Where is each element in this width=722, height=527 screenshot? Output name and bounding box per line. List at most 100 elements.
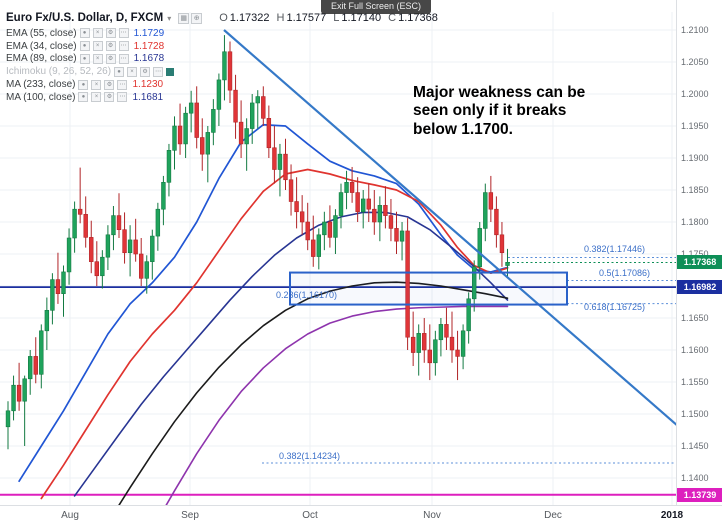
price-tick-label: 1.1850 <box>681 185 709 195</box>
downtrend-line[interactable] <box>223 29 693 440</box>
visibility-icon[interactable]: ● <box>114 66 125 77</box>
indicator-row[interactable]: EMA (34, close) ● × ⚙ ⋯ 1.1728 <box>6 40 174 53</box>
color-swatch <box>166 67 175 76</box>
settings-icon[interactable]: ⚙ <box>104 92 115 103</box>
visibility-icon[interactable]: ● <box>78 79 89 90</box>
close-icon[interactable]: × <box>92 53 103 64</box>
price-tick-label: 1.2100 <box>681 25 709 35</box>
price-tick-label: 1.1950 <box>681 121 709 131</box>
fib-level-label[interactable]: 0.382(1.14234) <box>279 451 341 461</box>
visibility-icon[interactable]: ● <box>79 28 90 39</box>
indicator-row[interactable]: Ichimoku (9, 26, 52, 26) ● × ⚙ ⋯ <box>6 65 175 78</box>
fib-level-label[interactable]: 0.5(1.17086) <box>599 268 651 278</box>
indicator-label: Ichimoku (9, 26, 52, 26) <box>6 66 112 78</box>
price-tick-label: 1.1500 <box>681 409 709 419</box>
drawings-layer[interactable] <box>223 29 693 440</box>
indicator-label: EMA (89, close) <box>6 53 77 65</box>
indicator-value: 1.1678 <box>133 53 165 65</box>
more-icon[interactable]: ⋯ <box>153 66 164 77</box>
symbol-title[interactable]: Euro Fx/U.S. Dollar, D, FXCM <box>6 12 164 24</box>
close-icon[interactable]: × <box>92 41 103 52</box>
ohlc-value: 1.17577 <box>286 12 327 24</box>
ohlc-label: H <box>276 12 285 24</box>
ma-line-ma233-purple <box>152 305 509 527</box>
time-axis[interactable]: Aug Sep Oct Nov Dec 2018 <box>0 505 722 527</box>
indicator-row[interactable]: MA (233, close) ● × ⚙ ⋯ 1.1230 <box>6 78 174 91</box>
indicator-row[interactable]: EMA (89, close) ● × ⚙ ⋯ 1.1678 <box>6 53 174 66</box>
grid-layer <box>0 12 676 505</box>
close-icon[interactable]: × <box>92 28 103 39</box>
ohlc-label: C <box>388 12 397 24</box>
price-tick-label: 1.1800 <box>681 217 709 227</box>
fib-level-label[interactable]: 0.236(1.16170) <box>276 290 338 300</box>
settings-icon[interactable]: ⚙ <box>105 28 116 39</box>
lines-layer <box>0 256 676 496</box>
close-icon[interactable]: × <box>91 92 102 103</box>
ohlc-value: 1.17140 <box>341 12 382 24</box>
ohlc-label: L <box>333 12 340 24</box>
indicator-legend: EMA (55, close) ● × ⚙ ⋯ 1.1729 EMA (34, close)… <box>6 27 175 104</box>
price-tick-label: 1.1750 <box>681 249 709 259</box>
price-badge: 1.16982 <box>677 280 722 295</box>
chart-style-icon[interactable]: ▦ <box>178 12 190 24</box>
price-tick-label: 1.1450 <box>681 441 709 451</box>
ohlc-value: 1.17322 <box>229 12 270 24</box>
indicator-value: 1.1681 <box>132 91 164 103</box>
price-tick-label: 1.1550 <box>681 377 709 387</box>
close-icon[interactable]: × <box>127 66 138 77</box>
indicator-value: 1.1230 <box>132 79 164 91</box>
more-icon[interactable]: ⋯ <box>118 53 129 64</box>
visibility-icon[interactable]: ● <box>78 92 89 103</box>
visibility-icon[interactable]: ● <box>79 53 90 64</box>
ma-line-ema55-blue <box>18 123 509 483</box>
moving-average-layer <box>18 123 509 527</box>
ohlc-value: 1.17368 <box>398 12 438 24</box>
indicator-label: EMA (55, close) <box>6 27 77 39</box>
price-tick-label: 1.2050 <box>681 57 709 67</box>
more-icon[interactable]: ⋯ <box>118 28 129 39</box>
indicator-label: EMA (34, close) <box>6 40 77 52</box>
chevron-down-icon[interactable]: ▾ <box>167 13 172 23</box>
settings-icon[interactable]: ⚙ <box>104 79 115 90</box>
price-axis[interactable]: 1.2100 1.2050 1.2000 1.1950 1.1900 1.1850 1.18… <box>676 0 722 505</box>
more-icon[interactable]: ⋯ <box>117 92 128 103</box>
price-badge: 1.17368 <box>677 255 722 270</box>
ohlc-label: O <box>219 12 228 24</box>
chart-annotation[interactable]: Major weakness can be seen only if it bre… <box>413 84 586 138</box>
indicator-label: MA (100, close) <box>6 91 76 103</box>
candles-layer <box>5 35 510 450</box>
ma-line-ema89-navy <box>73 211 509 497</box>
more-icon[interactable]: ⋯ <box>118 41 129 52</box>
indicator-row[interactable]: MA (100, close) ● × ⚙ ⋯ 1.1681 <box>6 91 174 104</box>
close-icon[interactable]: × <box>91 79 102 90</box>
time-tick-label: Nov <box>423 510 441 521</box>
time-tick-label: Dec <box>544 510 562 521</box>
support-zone-rectangle[interactable] <box>289 271 568 306</box>
compare-icon[interactable]: ⊕ <box>191 12 203 24</box>
fib-level-label[interactable]: 0.382(1.17446) <box>584 244 646 254</box>
fib-level-label[interactable]: 0.618(1.16725) <box>584 302 646 312</box>
price-tick-label: 1.1650 <box>681 313 709 323</box>
price-tick-label: 1.1900 <box>681 153 709 163</box>
time-tick-label: Aug <box>61 510 79 521</box>
settings-icon[interactable]: ⚙ <box>140 66 151 77</box>
more-icon[interactable]: ⋯ <box>117 79 128 90</box>
ma-line-ema34-red <box>40 168 509 500</box>
price-tick-label: 1.1600 <box>681 345 709 355</box>
indicator-row[interactable]: EMA (55, close) ● × ⚙ ⋯ 1.1729 <box>6 27 174 40</box>
price-badge: 1.13739 <box>677 487 722 502</box>
indicator-label: MA (233, close) <box>6 79 76 91</box>
ma-line-ma100-black <box>107 281 509 524</box>
indicator-value: 1.1728 <box>133 40 165 52</box>
time-tick-label: 2018 <box>660 510 684 521</box>
settings-icon[interactable]: ⚙ <box>105 41 116 52</box>
header-icons: ▦ ⊕ <box>178 12 203 24</box>
ohlc-values: O 1.17322 H 1.17577 L 1.17140 C 1.17368 <box>214 12 438 24</box>
time-tick-label: Oct <box>302 510 318 521</box>
visibility-icon[interactable]: ● <box>79 41 90 52</box>
settings-icon[interactable]: ⚙ <box>105 53 116 64</box>
indicator-value: 1.1729 <box>133 27 165 39</box>
exit-fullscreen-button[interactable]: Exit Full Screen (ESC) <box>321 0 432 14</box>
